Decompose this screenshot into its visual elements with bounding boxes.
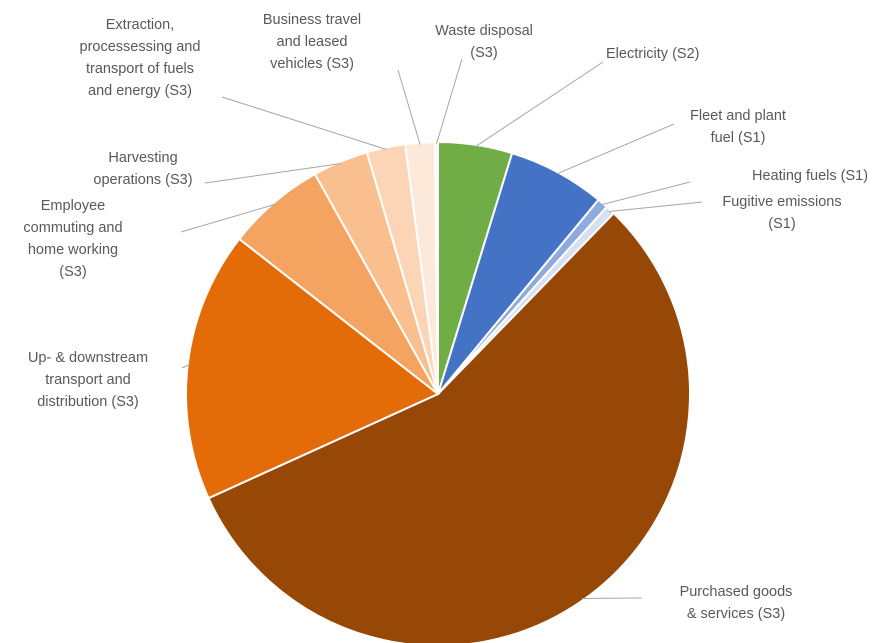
slice-label-business-travel: Business travel and leased vehicles (S3) bbox=[263, 12, 361, 72]
leader-line-transport-distribution bbox=[181, 364, 190, 369]
leader-line-harvesting-operations bbox=[204, 163, 342, 184]
leader-line-electricity bbox=[474, 61, 604, 148]
pie-slice-purchased-goods bbox=[207, 211, 691, 643]
slice-label-heating-fuels: Heating fuels (S1) bbox=[752, 168, 868, 184]
slice-label-fugitive-emissions: Fugitive emissions (S1) bbox=[722, 194, 841, 232]
leader-line-waste-disposal bbox=[435, 58, 463, 145]
leader-line-purchased-goods bbox=[581, 597, 643, 600]
leader-line-fugitive-emissions bbox=[608, 201, 703, 213]
slice-label-transport-distribution: Up- & downstream transport and distributio… bbox=[28, 350, 148, 410]
slice-label-purchased-goods: Purchased goods & services (S3) bbox=[680, 584, 793, 622]
leader-line-extraction-fuels-energy bbox=[221, 96, 387, 150]
slice-label-electricity: Electricity (S2) bbox=[606, 46, 699, 62]
leaders-layer bbox=[180, 58, 703, 600]
slice-label-harvesting-operations: Harvesting operations (S3) bbox=[93, 150, 192, 188]
pie-slice-transport-distribution bbox=[185, 237, 440, 500]
leader-line-employee-commuting bbox=[180, 203, 276, 233]
slice-label-waste-disposal: Waste disposal (S3) bbox=[435, 23, 533, 61]
slices-layer bbox=[185, 140, 691, 643]
slice-label-fleet-and-plant-fuel: Fleet and plant fuel (S1) bbox=[690, 108, 786, 146]
leader-line-heating-fuels bbox=[601, 181, 691, 206]
leader-line-fleet-and-plant-fuel bbox=[556, 123, 675, 175]
slice-label-employee-commuting: Employee commuting and home working (S3) bbox=[23, 198, 122, 280]
labels-layer: Electricity (S2) Fleet and plant fuel (S1)… bbox=[23, 12, 868, 622]
slice-label-extraction-fuels-energy: Extraction, processessing and transport of… bbox=[80, 17, 201, 99]
pie-slice-waste-disposal bbox=[433, 140, 439, 395]
leader-line-business-travel bbox=[397, 69, 421, 145]
